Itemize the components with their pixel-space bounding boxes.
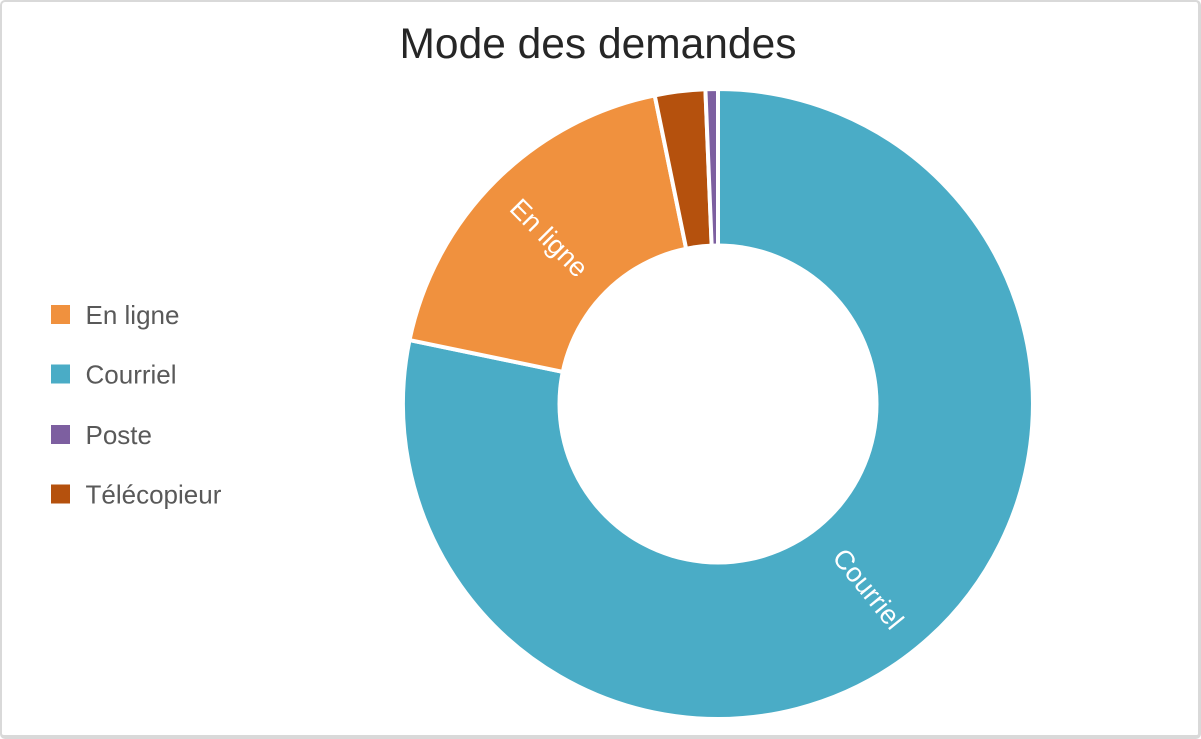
- svg-text:Télécopieur: Télécopieur: [86, 480, 222, 510]
- svg-text:Mode des demandes: Mode des demandes: [400, 21, 797, 68]
- svg-text:Courriel: Courriel: [86, 360, 177, 390]
- svg-text:Poste: Poste: [86, 420, 153, 450]
- svg-text:En ligne: En ligne: [86, 300, 180, 330]
